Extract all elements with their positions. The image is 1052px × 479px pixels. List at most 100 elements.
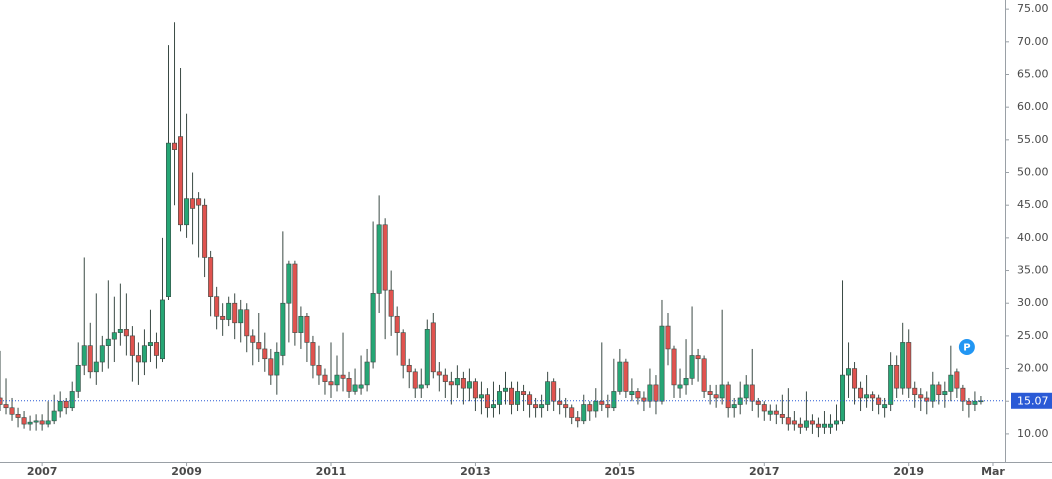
candle-body <box>496 391 502 405</box>
candle-body <box>159 299 165 360</box>
y-tick-label: 70.00 <box>1017 35 1049 48</box>
candle-body <box>448 381 454 386</box>
candle-body <box>695 355 701 360</box>
candle-body <box>460 378 466 389</box>
candle-body <box>858 387 864 399</box>
candle-body <box>15 413 21 418</box>
candle-body <box>81 345 87 366</box>
candle-body <box>707 391 713 395</box>
candle-body <box>948 374 954 392</box>
candle-body <box>647 384 653 402</box>
candle-body <box>208 257 214 297</box>
candle-body <box>797 423 803 428</box>
candle-body <box>599 400 605 405</box>
candle-body <box>665 325 671 350</box>
candle-body <box>563 404 569 409</box>
candle-body <box>352 384 358 392</box>
candle-body <box>611 391 617 409</box>
last-price-box <box>1011 392 1052 409</box>
candle-body <box>906 342 912 389</box>
candle-body <box>809 420 815 425</box>
candle-body <box>852 368 858 389</box>
candle-body <box>960 387 966 402</box>
candle-body <box>436 371 442 376</box>
candle-body <box>936 384 942 395</box>
candle-body <box>918 394 924 399</box>
x-tick-label: 2019 <box>893 465 924 478</box>
candle-body <box>172 142 178 150</box>
x-tick-label: 2007 <box>27 465 58 478</box>
candle-body <box>256 342 262 350</box>
candle-body <box>111 332 117 340</box>
candle-body <box>244 309 250 337</box>
candle-body <box>773 410 779 415</box>
candle-body <box>27 421 33 425</box>
candle-body <box>238 309 244 324</box>
candle-body <box>966 400 972 405</box>
candle-body <box>340 374 346 379</box>
candle-body <box>250 335 256 343</box>
candle-body <box>57 400 63 412</box>
event-marker-label: P <box>963 343 970 354</box>
candle-body <box>701 358 707 392</box>
candle-body <box>388 289 394 317</box>
candle-body <box>274 351 280 376</box>
y-tick-label: 75.00 <box>1017 2 1049 15</box>
candle-body <box>587 404 593 412</box>
candle-body <box>93 361 99 373</box>
x-tick-label: 2009 <box>171 465 202 478</box>
candle-body <box>677 384 683 389</box>
candle-body <box>45 420 51 425</box>
candle-body <box>466 381 472 389</box>
candle-body <box>123 329 129 337</box>
candle-body <box>141 345 147 363</box>
candle-body <box>280 302 286 356</box>
candle-body <box>99 345 105 363</box>
x-tick-label: 2017 <box>749 465 780 478</box>
candle-body <box>430 322 436 373</box>
candle-body <box>178 136 184 226</box>
candle-body <box>575 417 581 422</box>
candle-body <box>551 381 557 402</box>
candle-body <box>671 348 677 386</box>
plot-area <box>0 22 984 438</box>
candle-body <box>725 384 731 409</box>
candle-body <box>268 358 274 376</box>
candle-body <box>75 364 81 392</box>
candle-body <box>833 420 839 425</box>
candle-body <box>870 394 876 399</box>
x-tick-label: 2011 <box>316 465 347 478</box>
candle-body <box>635 391 641 399</box>
candle-body <box>533 404 539 409</box>
candle-body <box>472 381 478 399</box>
candle-body <box>972 400 978 405</box>
candle-body <box>418 384 424 389</box>
candle-body <box>33 420 39 423</box>
candle-body <box>605 404 611 409</box>
candle-body <box>220 315 226 320</box>
candle-body <box>689 355 695 379</box>
x-tick-label: Mar <box>981 465 1005 478</box>
candle-body <box>87 345 93 373</box>
candle-body <box>394 315 400 333</box>
candle-body <box>581 404 587 422</box>
candle-body <box>304 315 310 343</box>
candle-body <box>515 391 521 405</box>
candle-body <box>0 397 3 405</box>
x-tick-label: 2015 <box>605 465 636 478</box>
candle-body <box>827 423 833 428</box>
candle-body <box>406 364 412 373</box>
candle-body <box>503 387 509 392</box>
candle-body <box>424 329 430 386</box>
candle-body <box>617 361 623 392</box>
candle-body <box>202 204 208 258</box>
candle-body <box>364 361 370 386</box>
candle-body <box>166 142 172 297</box>
candle-body <box>484 394 490 409</box>
y-tick-label: 30.00 <box>1017 296 1049 309</box>
candle-body <box>942 391 948 395</box>
y-tick-label: 60.00 <box>1017 100 1049 113</box>
candle-body <box>412 371 418 389</box>
